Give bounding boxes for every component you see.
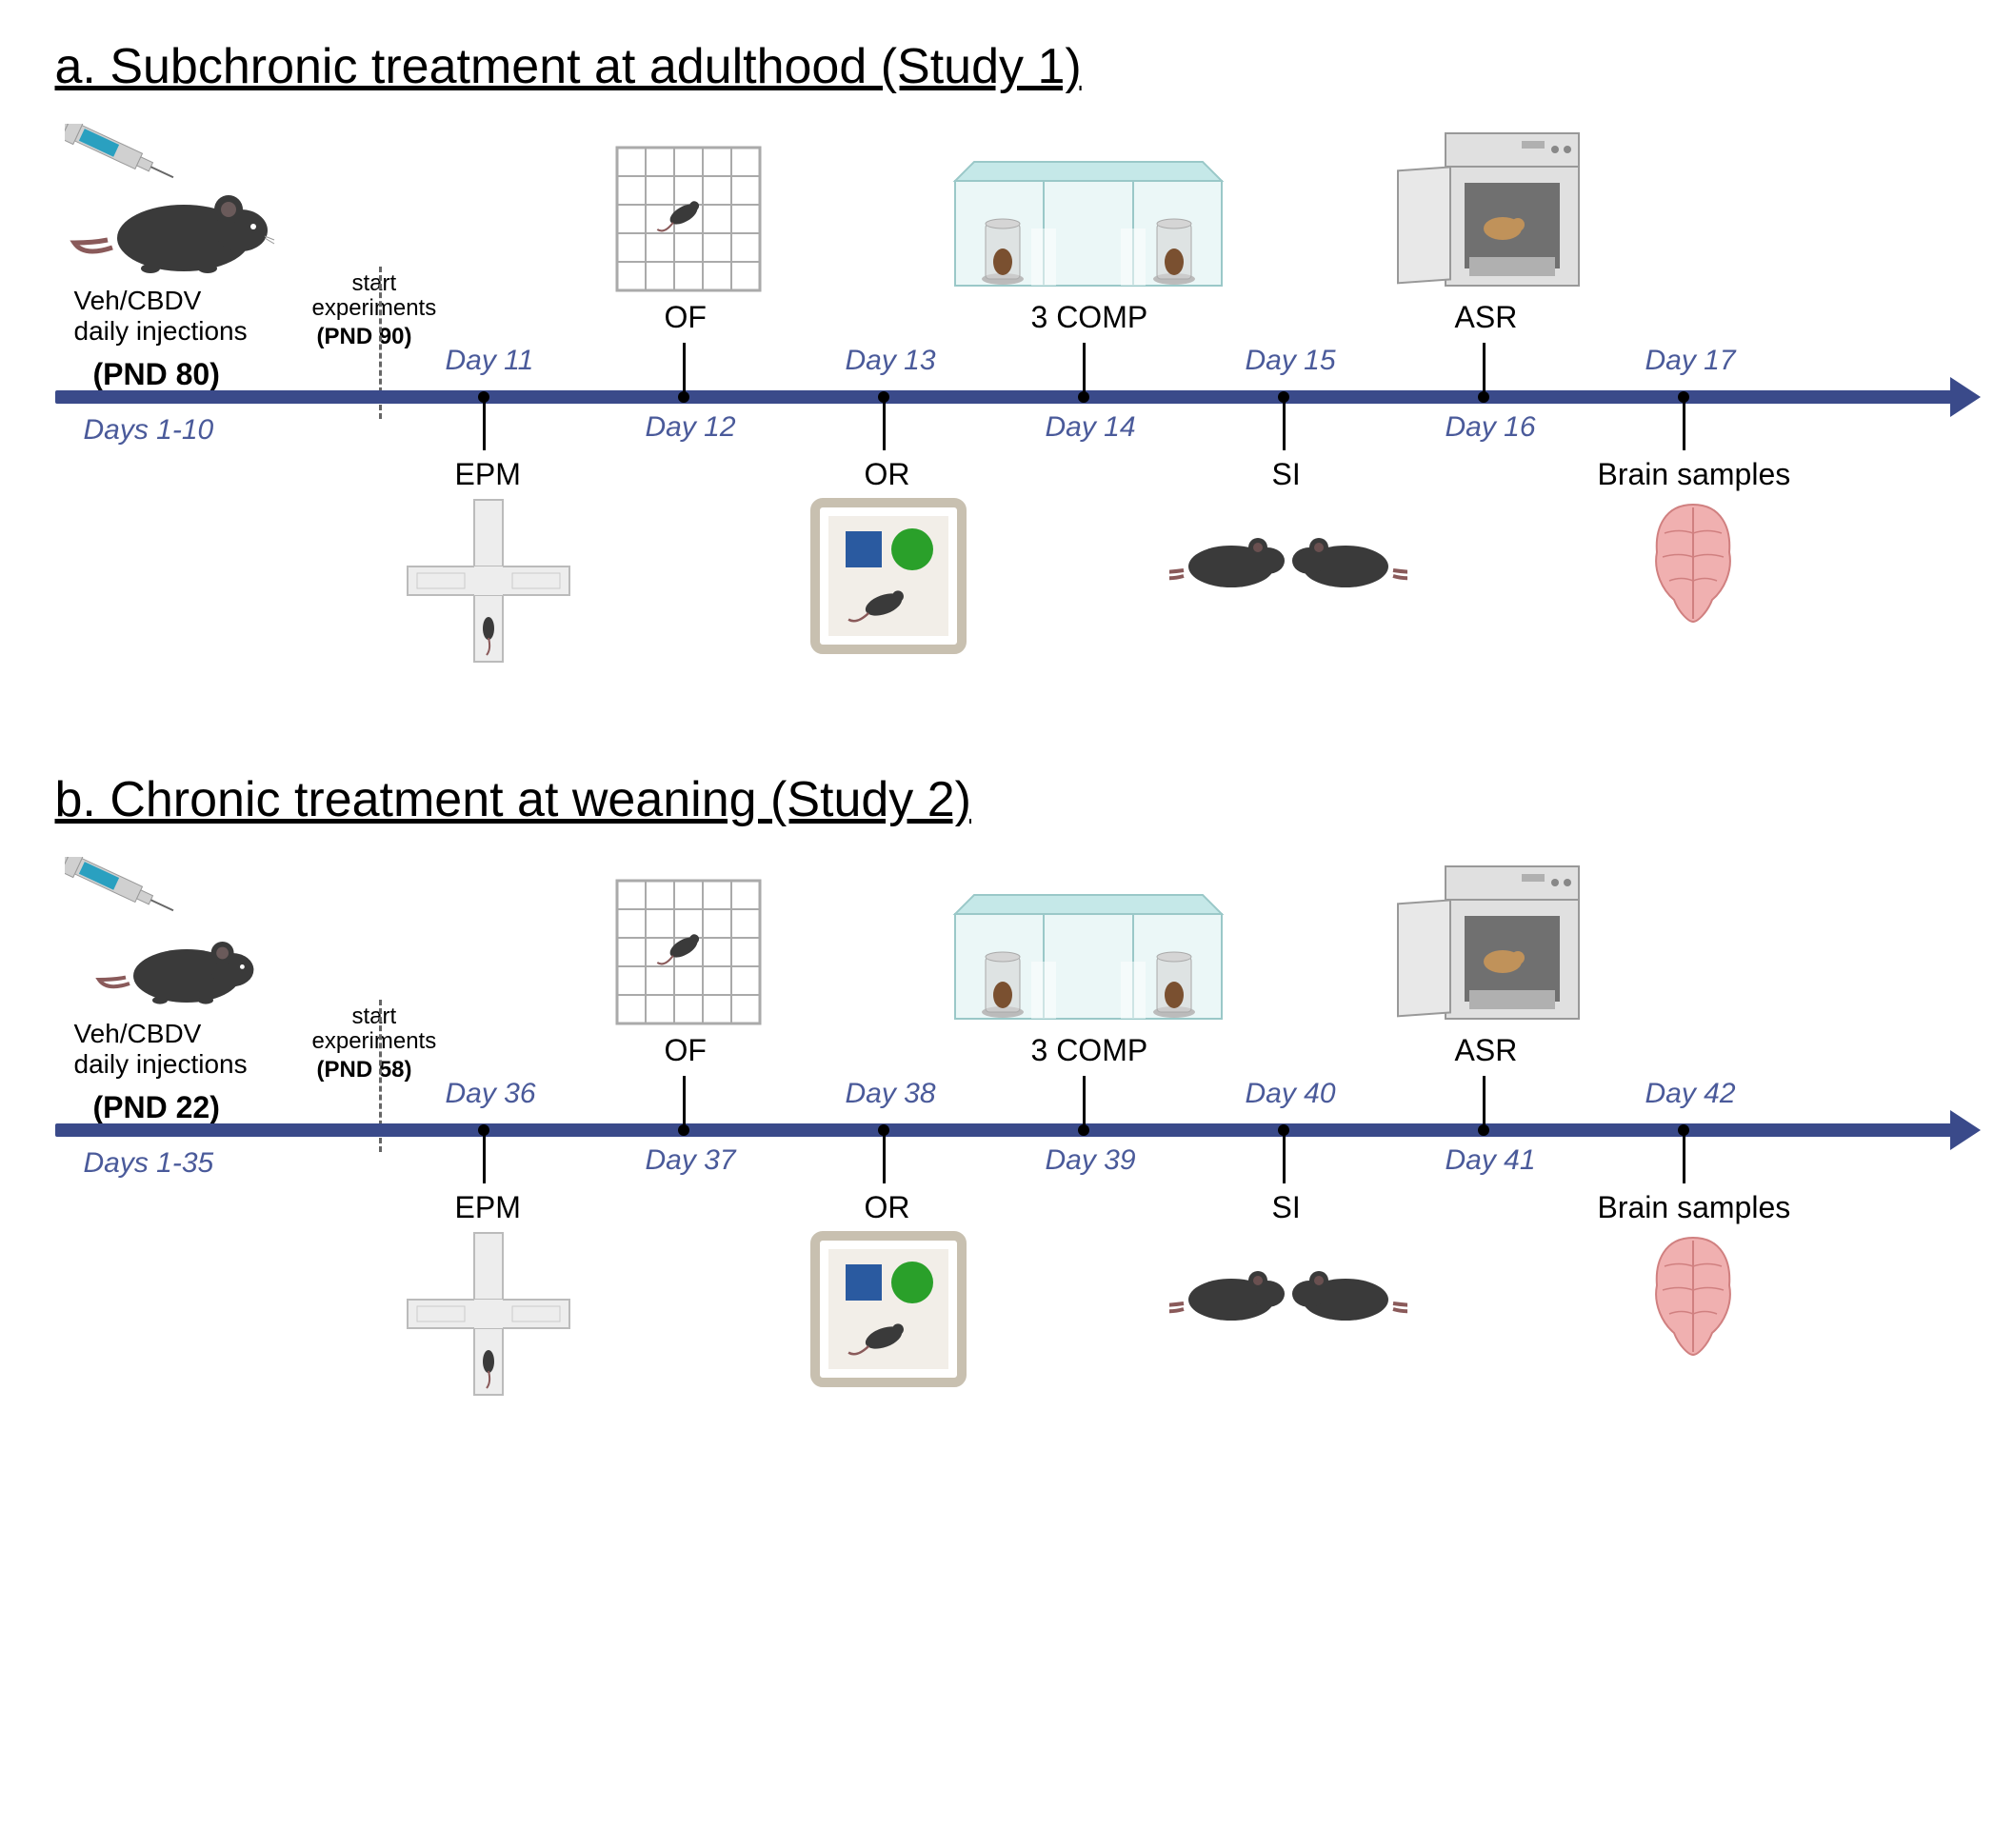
day-11: Day 11 xyxy=(446,345,534,377)
injection-pnd: (PND 80) xyxy=(93,357,220,392)
of-label: OF xyxy=(665,1033,707,1068)
tick xyxy=(1283,398,1286,450)
epm-icon xyxy=(403,495,574,666)
timeline-a: Veh/CBDV daily injections (PND 80) Days … xyxy=(55,124,1960,695)
tick xyxy=(883,398,886,450)
day-12: Day 12 xyxy=(646,411,736,444)
start-exp-pnd: (PND 90) xyxy=(317,324,412,350)
3comp-icon xyxy=(946,885,1231,1028)
tick xyxy=(483,1131,486,1183)
day-13: Day 13 xyxy=(846,345,936,377)
asr-icon xyxy=(1388,124,1588,295)
brain-label: Brain samples xyxy=(1598,457,1791,492)
of-icon xyxy=(612,876,765,1028)
figure: a. Subchronic treatment at adulthood (St… xyxy=(55,38,1960,1428)
day-15: Day 15 xyxy=(1246,345,1336,377)
tick xyxy=(483,398,486,450)
day-38: Day 38 xyxy=(846,1078,936,1110)
day-17: Day 17 xyxy=(1645,345,1736,377)
tick xyxy=(1083,343,1086,395)
start-exp-label: start experiments xyxy=(312,1004,437,1055)
asr-icon xyxy=(1388,857,1588,1028)
day-16: Day 16 xyxy=(1446,411,1536,444)
or-label: OR xyxy=(865,457,910,492)
of-icon xyxy=(612,143,765,295)
tick xyxy=(1083,1076,1086,1128)
tick xyxy=(1683,1131,1685,1183)
tick xyxy=(1483,343,1486,395)
brain-icon xyxy=(1645,1233,1741,1357)
tick xyxy=(1483,1076,1486,1128)
asr-label: ASR xyxy=(1455,1033,1518,1068)
3comp-icon xyxy=(946,152,1231,295)
tick xyxy=(683,343,686,395)
epm-label: EPM xyxy=(455,457,521,492)
panel-b: b. Chronic treatment at weaning (Study 2… xyxy=(55,771,1960,1428)
day-41: Day 41 xyxy=(1446,1144,1536,1177)
si-label: SI xyxy=(1272,1190,1301,1225)
day-40: Day 40 xyxy=(1246,1078,1336,1110)
epm-label: EPM xyxy=(455,1190,521,1225)
of-label: OF xyxy=(665,300,707,335)
injection-label: Veh/CBDV daily injections xyxy=(74,286,248,347)
panel-b-title: b. Chronic treatment at weaning (Study 2… xyxy=(55,771,1960,828)
asr-label: ASR xyxy=(1455,300,1518,335)
si-label: SI xyxy=(1272,457,1301,492)
si-icon xyxy=(1169,514,1407,619)
panel-a: a. Subchronic treatment at adulthood (St… xyxy=(55,38,1960,695)
3comp-label: 3 COMP xyxy=(1031,1033,1148,1068)
tick xyxy=(883,1131,886,1183)
injection-pnd: (PND 22) xyxy=(93,1090,220,1125)
timeline-b: Veh/CBDV daily injections (PND 22) Days … xyxy=(55,857,1960,1428)
injection-label: Veh/CBDV daily injections xyxy=(74,1019,248,1080)
start-exp-pnd: (PND 58) xyxy=(317,1057,412,1083)
syringe-mouse-icon xyxy=(65,124,312,286)
day-14: Day 14 xyxy=(1046,411,1136,444)
brain-label: Brain samples xyxy=(1598,1190,1791,1225)
timeline-arrow xyxy=(55,390,1960,404)
panel-a-title: a. Subchronic treatment at adulthood (St… xyxy=(55,38,1960,95)
pretreat-days: Days 1-35 xyxy=(84,1147,214,1180)
day-42: Day 42 xyxy=(1645,1078,1736,1110)
epm-icon xyxy=(403,1228,574,1400)
tick xyxy=(1283,1131,1286,1183)
or-icon xyxy=(808,1228,969,1390)
tick xyxy=(1683,398,1685,450)
tick xyxy=(683,1076,686,1128)
si-icon xyxy=(1169,1247,1407,1352)
day-39: Day 39 xyxy=(1046,1144,1136,1177)
timeline-arrow xyxy=(55,1123,1960,1137)
start-exp-label: start experiments xyxy=(312,271,437,322)
or-label: OR xyxy=(865,1190,910,1225)
pretreat-days: Days 1-10 xyxy=(84,414,214,447)
day-37: Day 37 xyxy=(646,1144,736,1177)
3comp-label: 3 COMP xyxy=(1031,300,1148,335)
syringe-mouse-icon xyxy=(65,857,312,1019)
or-icon xyxy=(808,495,969,657)
brain-icon xyxy=(1645,500,1741,624)
day-36: Day 36 xyxy=(446,1078,536,1110)
